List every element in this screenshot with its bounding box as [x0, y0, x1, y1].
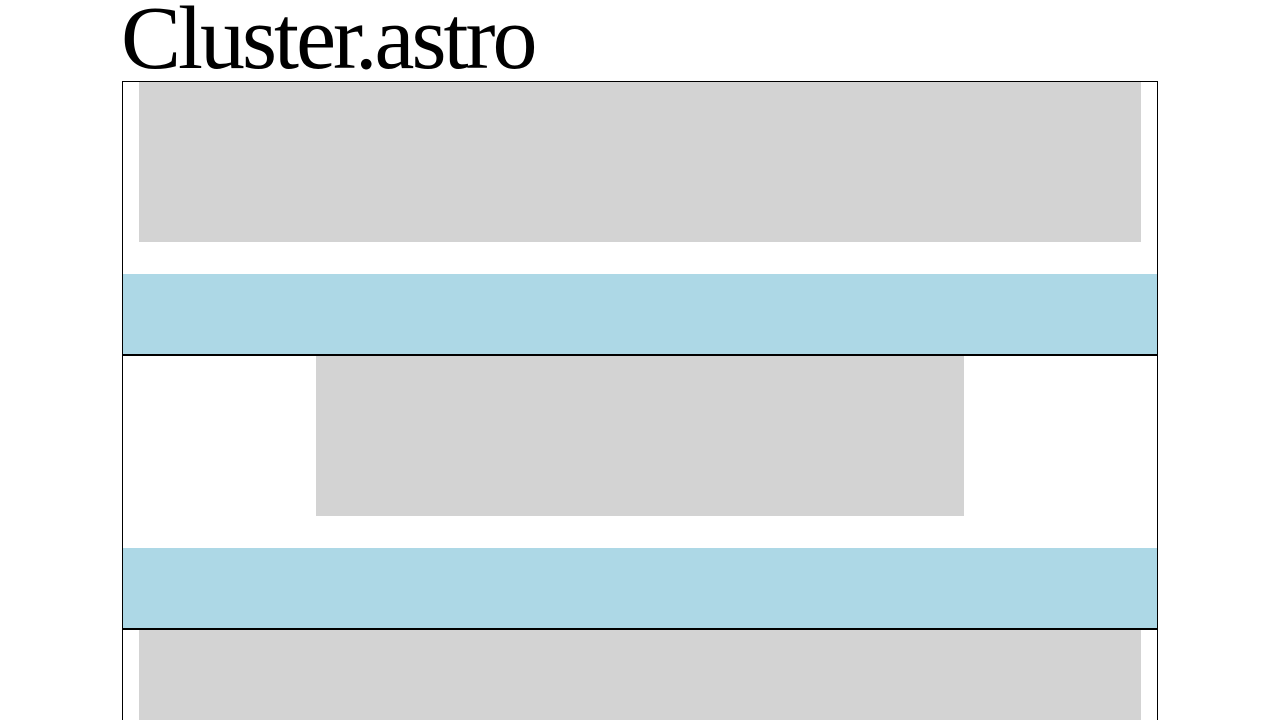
cluster-item	[123, 82, 1157, 356]
image-placeholder	[316, 356, 964, 516]
image-placeholder	[139, 82, 1141, 242]
cluster-container	[122, 81, 1158, 720]
cluster-item	[123, 630, 1157, 720]
caption-band	[123, 548, 1157, 630]
image-placeholder	[139, 630, 1141, 720]
cluster-item	[123, 356, 1157, 630]
caption-band	[123, 274, 1157, 356]
page-title: Cluster.astro	[121, 0, 537, 88]
